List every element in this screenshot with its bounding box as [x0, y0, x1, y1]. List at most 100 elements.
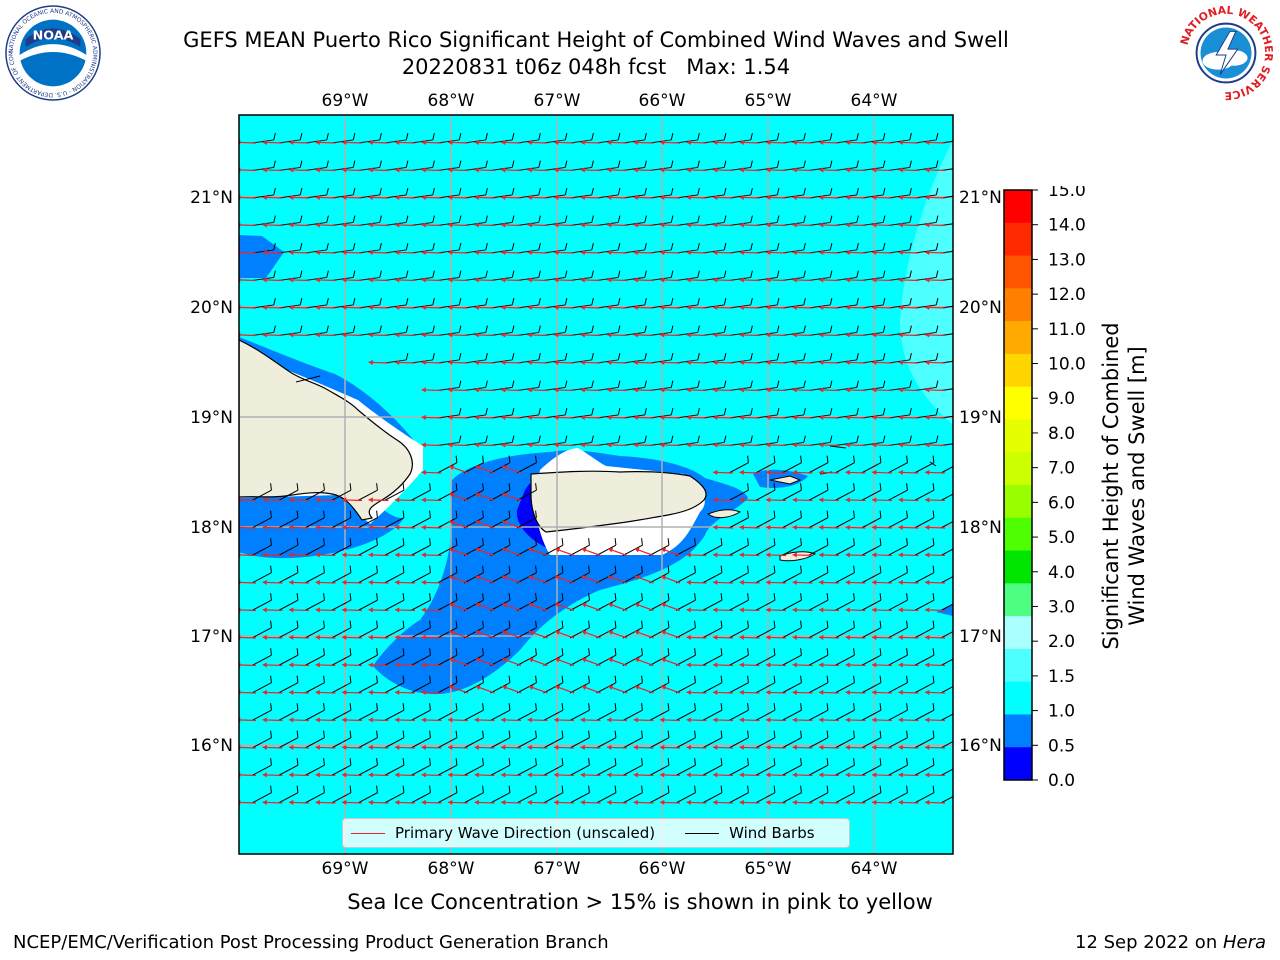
wind-barb-flag: [800, 565, 802, 573]
wind-barb-flag: [591, 243, 594, 251]
wind-barb-flag: [482, 648, 484, 656]
wave-arrow-head: [872, 222, 877, 228]
wind-barb-flag: [906, 455, 908, 463]
wave-arrow-head: [845, 524, 850, 531]
wave-arrow-head: [739, 332, 744, 338]
wave-arrow-head: [872, 497, 877, 503]
wave-arrow-head: [342, 552, 347, 558]
wind-barb-flag: [826, 730, 829, 738]
wind-barb: [728, 792, 749, 804]
wave-arrow-head: [713, 332, 718, 338]
wind-barb: [516, 517, 537, 529]
wind-barb: [728, 627, 749, 639]
wave-arrow-head: [475, 630, 481, 636]
wave-arrow-head: [527, 304, 532, 311]
wind-barb: [490, 709, 511, 721]
wave-arrow-head: [262, 222, 267, 228]
wind-barb: [331, 517, 352, 529]
wind-barb: [304, 489, 325, 501]
wind-barb-flag: [405, 298, 409, 306]
wind-barb: [437, 627, 458, 639]
wind-barb-flag: [935, 215, 939, 223]
wind-barb-flag: [349, 538, 352, 546]
wind-barb-flag: [561, 620, 564, 628]
wind-barb-flag: [853, 510, 855, 518]
wind-barb: [516, 489, 537, 501]
wave-arrow-head: [315, 497, 320, 503]
wave-arrow-head: [581, 575, 587, 581]
wind-barb-flag: [800, 593, 802, 601]
wind-barb-flag: [326, 243, 329, 251]
wind-barb: [569, 764, 590, 776]
wave-arrow-head: [661, 657, 667, 663]
wave-arrow-head: [739, 359, 744, 366]
wind-barb: [331, 599, 352, 611]
wind-barbs-layer: [239, 133, 965, 806]
wind-barb-flag: [402, 703, 405, 711]
wave-arrow-head: [501, 414, 506, 421]
wind-barb-flag: [935, 298, 939, 306]
wind-barb: [304, 572, 325, 584]
wind-barb: [622, 599, 643, 611]
wave-arrow-head: [872, 414, 877, 421]
wind-barb: [781, 489, 802, 501]
wind-barb-flag: [667, 593, 670, 601]
wind-barb: [781, 764, 802, 776]
colorbar-label: Significant Height of Combined Wind Wave…: [1099, 322, 1149, 650]
wave-arrow-head: [660, 277, 665, 283]
wind-barb-flag: [482, 785, 484, 793]
wind-barb-flag: [826, 538, 829, 546]
wave-arrow-head: [633, 277, 638, 283]
wind-barb: [675, 654, 696, 666]
wave-arrow-head: [368, 579, 373, 586]
wind-barb-flag: [455, 648, 458, 656]
wind-barb-flag: [773, 510, 776, 518]
wave-arrow-head: [872, 249, 877, 256]
wind-barb: [410, 572, 431, 584]
wind-barb-flag: [667, 730, 670, 738]
colorbar-segment: [1004, 648, 1032, 683]
wind-barb-flag: [455, 785, 458, 793]
wave-arrow-head: [315, 634, 320, 641]
wave-arrow-head: [368, 634, 373, 641]
wave-arrow-head: [845, 222, 850, 228]
wave-arrow-head: [925, 579, 930, 586]
wind-barb-flag: [750, 188, 753, 196]
wind-barb-flag: [352, 298, 356, 306]
colorbar-tick-label: 14.0: [1048, 216, 1086, 236]
wave-arrow-head: [368, 139, 373, 146]
wave-arrow-head: [898, 497, 903, 503]
wave-arrow-head: [739, 249, 744, 256]
wind-barb-flag: [935, 353, 939, 361]
wind-barb: [596, 544, 617, 556]
wave-arrow-head: [421, 442, 426, 448]
wind-barb-flag: [697, 380, 700, 388]
wind-barb-flag: [485, 353, 488, 361]
wave-arrow-head: [766, 359, 771, 366]
wind-barb: [834, 792, 855, 804]
wind-barb: [384, 572, 405, 584]
wave-arrow-head: [713, 524, 718, 531]
wind-barb-flag: [670, 325, 674, 333]
wave-arrow-head: [289, 744, 294, 751]
wind-barb: [781, 462, 802, 474]
wave-arrow-head: [792, 469, 797, 476]
wave-arrow-head: [713, 222, 718, 228]
wave-arrow-head: [660, 414, 665, 421]
wind-barb-flag: [614, 538, 617, 546]
wave-arrow-head: [395, 139, 400, 146]
wave-arrow-head: [395, 607, 400, 613]
wind-barb-flag: [963, 381, 965, 388]
lat-label-right: 21°N: [959, 188, 1002, 208]
wind-barb-flag: [644, 215, 647, 223]
wind-barb: [728, 517, 749, 529]
wave-arrow-head: [819, 717, 824, 723]
wave-arrow-head: [792, 359, 797, 366]
lon-label-top: 64°W: [851, 91, 898, 111]
wind-barb: [649, 572, 670, 584]
wave-arrow-head: [289, 139, 294, 146]
wind-barb-flag: [670, 298, 674, 306]
wind-barb-flag: [323, 510, 325, 518]
wave-arrow-head: [845, 194, 850, 201]
wave-arrow-head: [686, 139, 691, 146]
